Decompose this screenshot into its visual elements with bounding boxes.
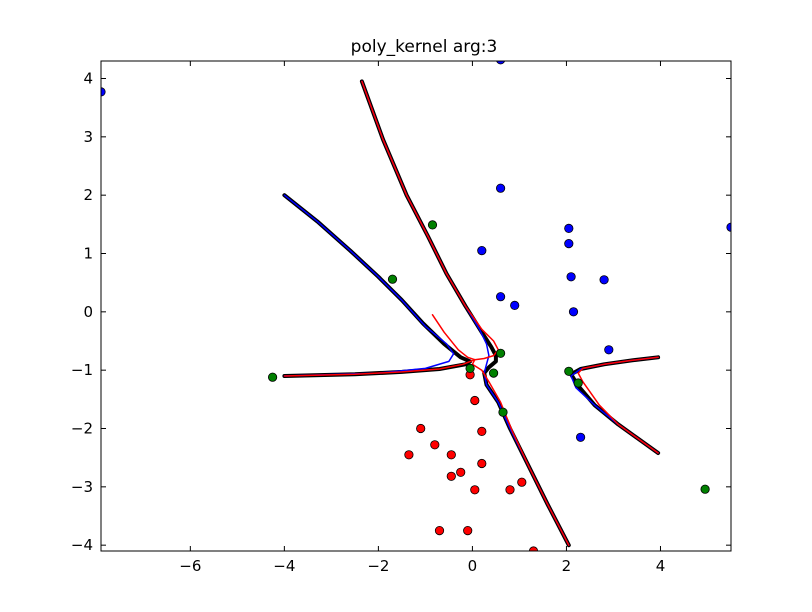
data-point-s2-8 [573,378,583,388]
margin-curve-2-2 [283,358,476,377]
data-point-s1-6 [446,450,456,460]
data-point-s0-2 [495,183,506,193]
chart-title: poly_kernel arg:3 [351,37,498,57]
data-point-s1-10 [517,477,527,487]
data-point-s1-14 [463,525,473,536]
data-point-s2-4 [495,348,506,358]
data-point-s1-2 [416,423,426,434]
margin-curve-2-3 [577,356,659,454]
data-point-s2-7 [564,366,574,376]
data-point-s1-9 [446,471,456,481]
y-tick-label: 2 [83,186,93,204]
x-tick-label: −4 [273,557,295,575]
y-tick-label: 4 [83,70,93,88]
data-point-s1-11 [470,485,480,495]
y-tick-label: 0 [83,303,93,321]
data-point-s0-12 [575,432,586,442]
data-point-s2-0 [427,220,438,230]
margin-curve-2-1 [471,358,570,546]
y-tick-label: 3 [83,128,93,146]
data-point-s1-3 [477,426,487,436]
data-point-s0-3 [477,246,487,256]
data-point-s2-6 [498,407,508,417]
axis-ticks: −6 −4 −2 0 2 4 −4 −3 −2 −1 0 1 2 3 4 [71,61,731,575]
data-point-s1-8 [456,467,466,477]
y-tick-label: −1 [71,361,93,379]
data-point-s0-6 [564,223,574,233]
x-tick-label: 2 [562,557,572,575]
x-tick-label: −2 [367,557,389,575]
data-point-s0-11 [604,345,614,355]
data-point-s0-8 [566,272,576,282]
y-tick-label: −4 [71,536,93,554]
data-point-s1-4 [430,440,440,450]
data-point-s2-2 [267,372,278,382]
data-point-s2-3 [465,363,475,373]
data-point-s0-4 [495,292,506,302]
data-point-s0-7 [564,239,574,249]
x-tick-label: 0 [468,557,478,575]
data-point-s2-5 [488,368,499,378]
data-point-s0-5 [510,300,520,310]
data-point-s2-9 [700,484,710,494]
x-tick-label: −6 [179,557,201,575]
data-point-s0-10 [599,275,609,285]
data-point-s2-1 [387,274,398,284]
margin-curve-2-0 [361,80,500,361]
data-point-s1-13 [434,525,445,536]
margin-curve-1-1 [283,194,455,377]
scatter-points [101,61,731,551]
data-point-s1-7 [477,458,487,469]
data-point-s0-1 [496,61,506,65]
data-point-s0-9 [568,307,579,317]
y-tick-label: −3 [71,478,93,496]
y-tick-label: 1 [83,245,93,263]
x-tick-label: 4 [656,557,666,575]
data-point-s1-12 [505,485,515,495]
data-point-s1-1 [470,395,480,406]
plot-frame [100,60,732,552]
data-point-s1-5 [404,450,414,460]
y-tick-label: −2 [71,420,93,438]
